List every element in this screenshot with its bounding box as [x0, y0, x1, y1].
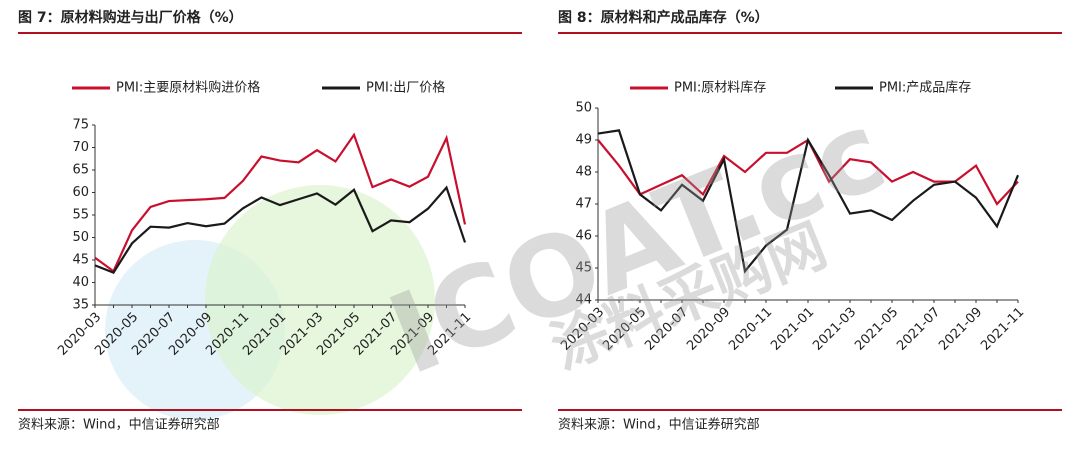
legend-label: PMI:原材料库存: [674, 80, 766, 96]
y-tick-label: 46: [575, 229, 592, 244]
decor-circle: [205, 185, 435, 415]
x-tick-label: 2021-07: [894, 305, 943, 354]
y-tick-label: 45: [72, 253, 89, 268]
x-tick-label: 2021-01: [768, 305, 817, 354]
chart-title: 图 7：原材料购进与出厂价格（%）: [18, 9, 243, 26]
y-tick-label: 48: [575, 165, 592, 180]
source: 资料来源：Wind，中信证券研究部: [18, 417, 220, 433]
y-tick-label: 44: [575, 293, 592, 308]
y-tick-label: 45: [575, 261, 592, 276]
x-tick-label: 2021-03: [810, 305, 859, 354]
y-tick-label: 55: [72, 208, 89, 223]
series-line: [94, 185, 467, 274]
legend-label: PMI:出厂价格: [366, 80, 445, 96]
y-tick-label: 35: [72, 298, 89, 313]
chart-title: 图 8：原材料和产成品库存（%）: [558, 9, 769, 26]
series-line: [597, 129, 1020, 274]
y-tick-label: 50: [72, 230, 89, 245]
y-tick-label: 40: [72, 275, 89, 290]
y-tick-label: 49: [575, 133, 592, 148]
y-tick-label: 60: [72, 185, 89, 200]
source: 资料来源：Wind，中信证券研究部: [558, 417, 760, 433]
y-tick-label: 75: [72, 118, 89, 133]
x-tick-label: 2021-05: [852, 305, 901, 354]
legend-label: PMI:主要原材料购进价格: [116, 80, 260, 96]
y-tick-label: 47: [575, 197, 592, 212]
x-tick-label: 2021-11: [978, 305, 1027, 354]
y-tick-label: 70: [72, 140, 89, 155]
x-tick-label: 2021-09: [936, 305, 985, 354]
y-tick-label: 50: [575, 101, 592, 116]
series-line: [94, 132, 467, 273]
y-tick-label: 65: [72, 163, 89, 178]
legend-label: PMI:产成品库存: [879, 80, 971, 96]
